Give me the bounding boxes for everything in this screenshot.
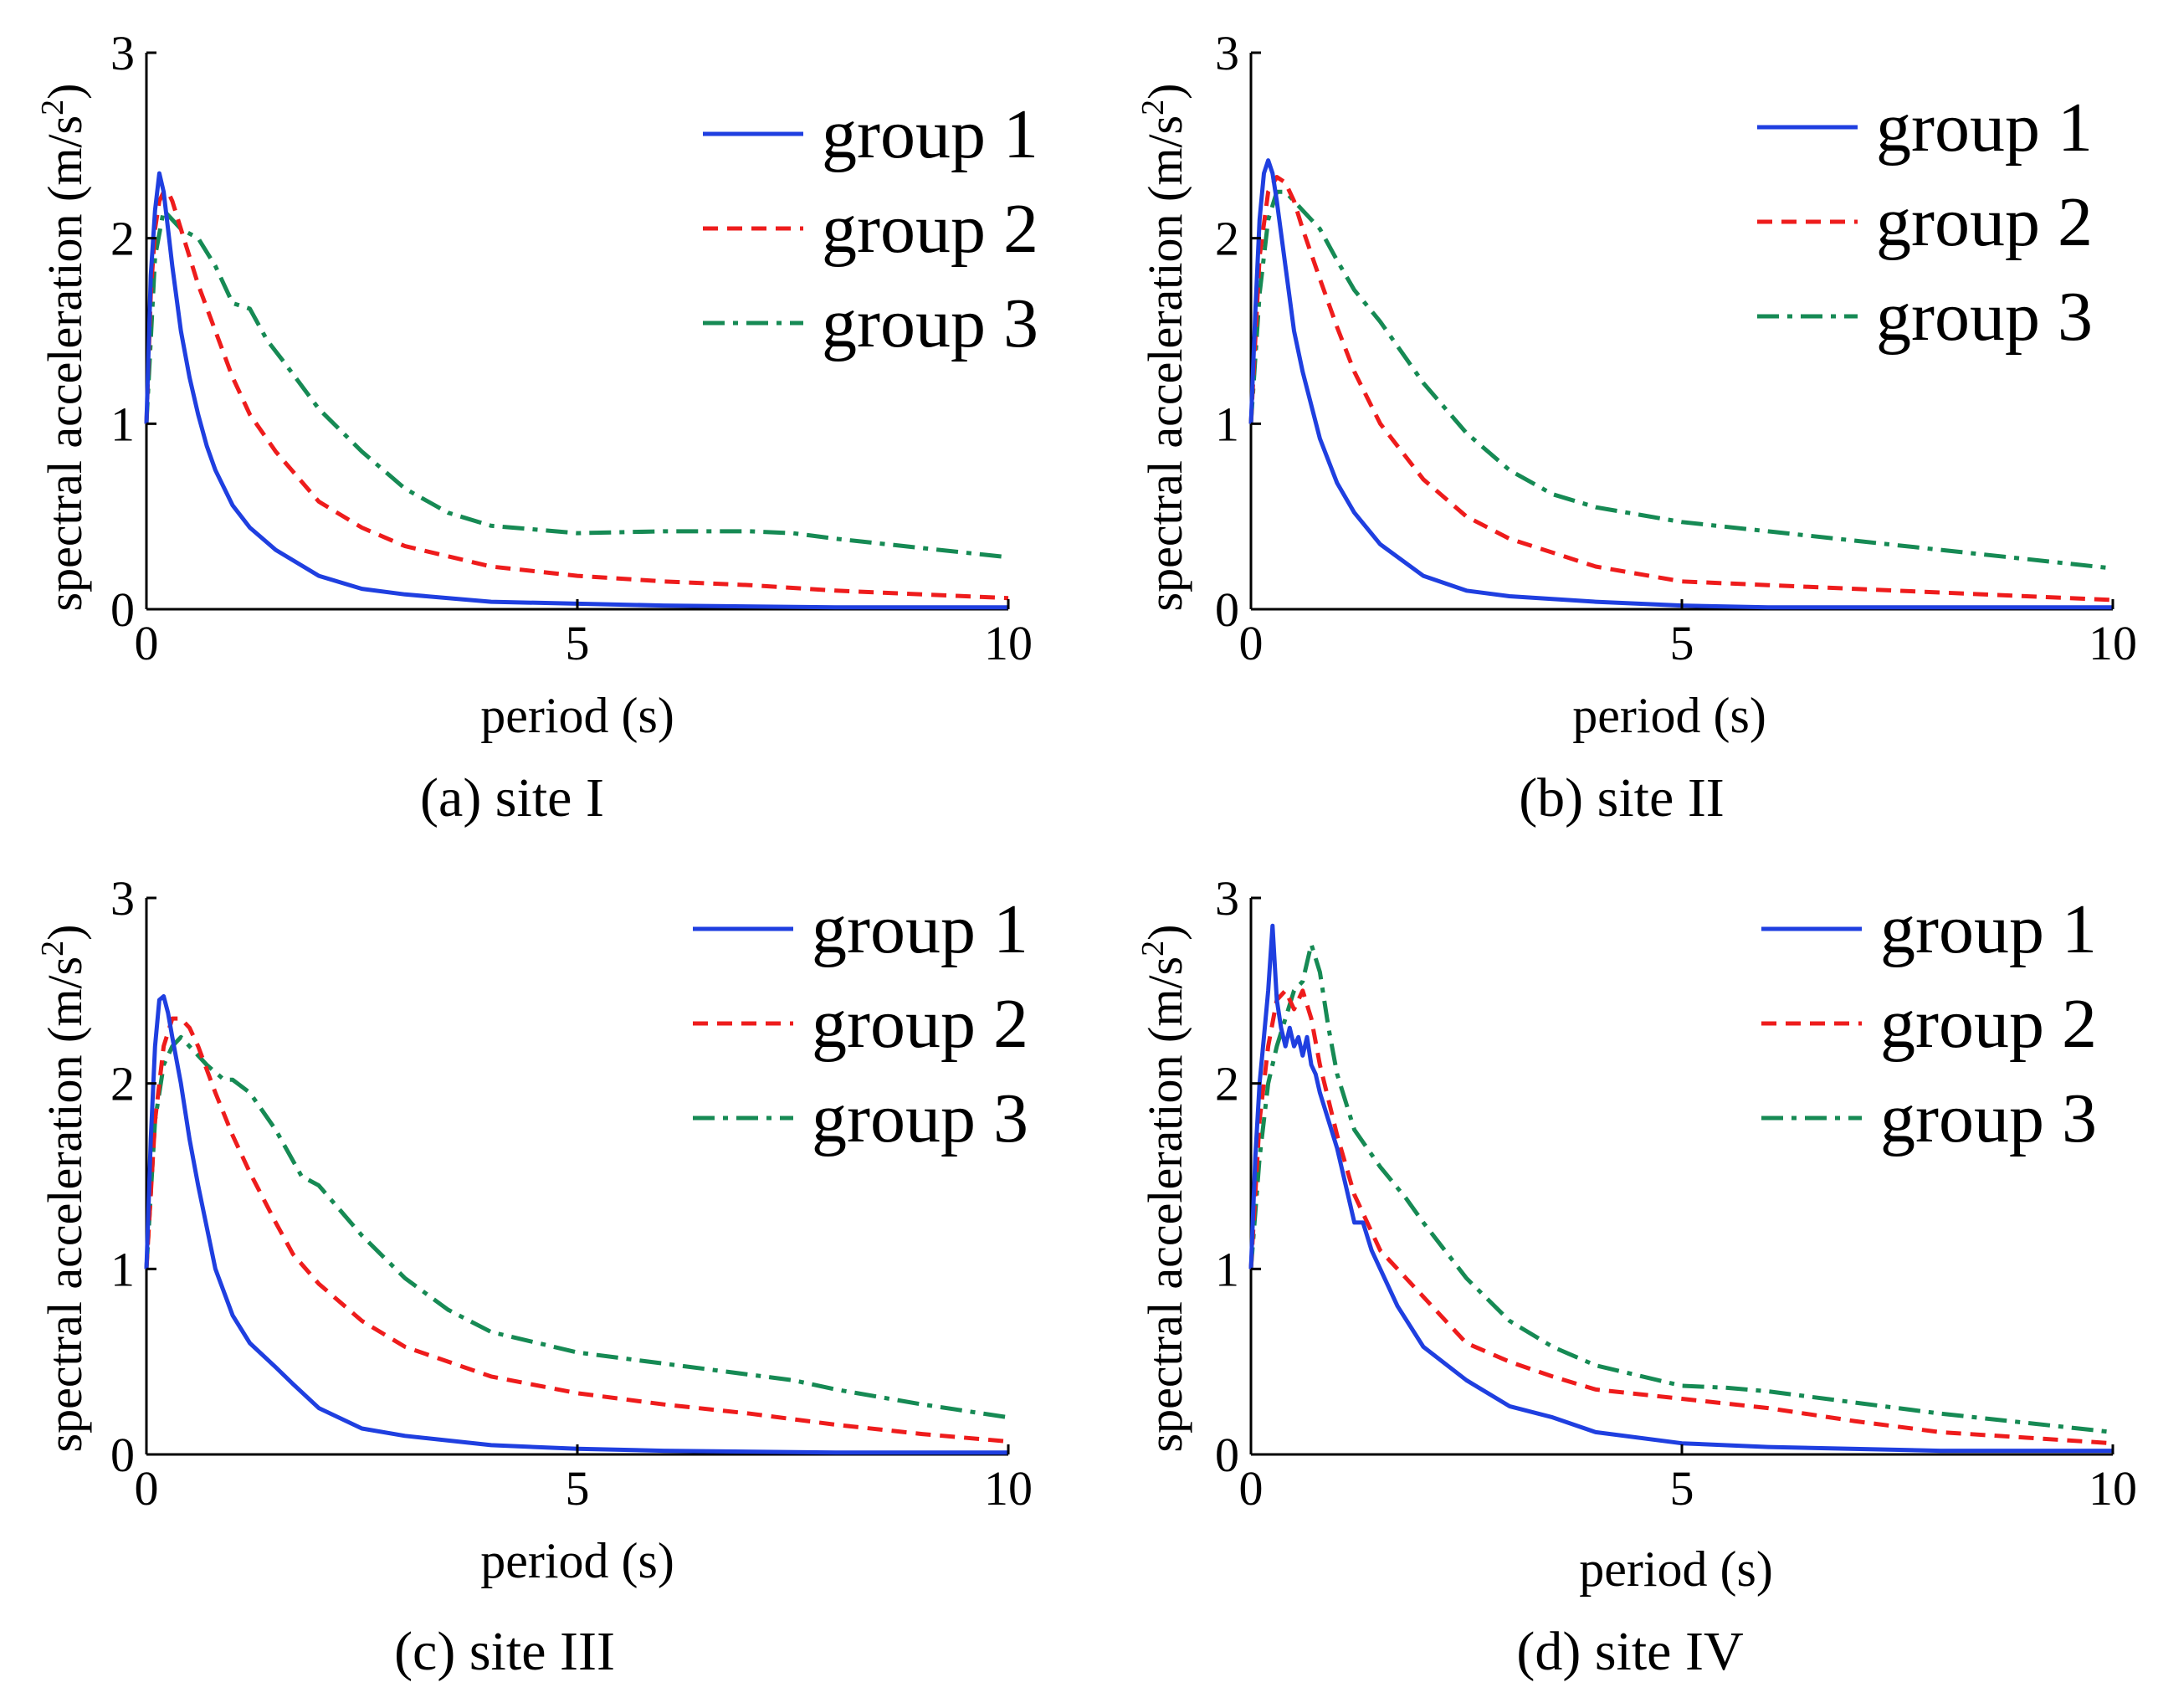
y-axis-label-end: )	[1138, 925, 1192, 941]
legend-label-group-3: group 3	[1876, 278, 2093, 356]
legend: group 1 group 2 group 3	[703, 95, 1038, 362]
legend: group 1 group 2 group 3	[693, 890, 1028, 1157]
x-tick-label: 10	[984, 616, 1033, 670]
x-tick-label: 5	[1670, 616, 1694, 670]
x-tick-label: 5	[566, 1461, 590, 1516]
y-axis-label-end: )	[1138, 84, 1192, 100]
legend-label-group-3: group 3	[812, 1080, 1028, 1157]
series-line-group-1	[1248, 158, 2113, 610]
panel-site-4: period (s) spectral acceleration (m/s2) …	[1135, 871, 2137, 1682]
legend: group 1 group 2 group 3	[1761, 890, 2097, 1157]
series-line-group-2	[1248, 988, 2114, 1446]
legend-label-group-3: group 3	[1880, 1080, 2097, 1157]
series-line-group-1	[144, 994, 1008, 1455]
legend-label-group-2: group 2	[1880, 985, 2097, 1063]
x-tick-label: 10	[2089, 1461, 2137, 1516]
x-tick-label: 0	[135, 1461, 159, 1516]
y-tick-label: 1	[110, 397, 135, 451]
legend-label-group-2: group 2	[812, 985, 1028, 1063]
y-tick-label: 0	[1215, 1428, 1239, 1482]
y-axis-label: spectral acceleration (m/s2)	[1135, 925, 1192, 1453]
legend-label-group-2: group 2	[822, 190, 1038, 268]
x-tick-label: 0	[1239, 616, 1264, 670]
y-axis-label-superscript: 2	[1135, 100, 1171, 115]
x-axis-label: period (s)	[480, 1533, 674, 1588]
y-tick-label: 1	[1215, 1242, 1239, 1296]
x-tick-label: 0	[135, 616, 159, 670]
y-tick-label: 2	[110, 212, 135, 266]
legend-label-group-1: group 1	[1876, 89, 2093, 167]
legend-label-group-1: group 1	[1880, 890, 2097, 968]
y-tick-label: 2	[110, 1057, 135, 1111]
panel-site-2: period (s) spectral acceleration (m/s2) …	[1135, 26, 2137, 828]
y-tick-label: 2	[1215, 1057, 1239, 1111]
x-axis-label: period (s)	[480, 688, 674, 743]
panel-caption: (b) site II	[1519, 767, 1725, 828]
x-tick-label: 10	[2089, 616, 2137, 670]
y-axis-label-superscript: 2	[1135, 941, 1171, 957]
series-line-group-1	[1248, 923, 2113, 1454]
series-line-group-3	[1248, 189, 2114, 571]
x-tick-label: 0	[1239, 1461, 1264, 1516]
y-tick-label: 3	[1215, 871, 1239, 926]
y-tick-label: 3	[110, 871, 135, 926]
x-axis-label: period (s)	[1572, 688, 1766, 743]
y-tick-label: 1	[110, 1242, 135, 1296]
y-axis-label-main: spectral acceleration (m/s	[38, 957, 92, 1453]
series-line-group-1	[144, 171, 1008, 610]
panel-caption: (a) site I	[420, 767, 604, 828]
y-axis-label: spectral acceleration (m/s2)	[35, 84, 92, 612]
legend-label-group-3: group 3	[822, 285, 1038, 362]
x-tick-label: 10	[984, 1461, 1033, 1516]
y-tick-label: 2	[1215, 212, 1239, 266]
y-axis-label-main: spectral acceleration (m/s	[38, 115, 92, 612]
y-tick-label: 3	[110, 26, 135, 80]
panel-site-1: period (s) spectral acceleration (m/s2) …	[35, 26, 1038, 828]
x-tick-label: 5	[1670, 1461, 1694, 1516]
panel-caption: (c) site III	[394, 1621, 615, 1682]
series-line-group-3	[144, 1034, 1009, 1420]
y-axis-label-main: spectral acceleration (m/s	[1138, 957, 1192, 1453]
legend-label-group-1: group 1	[812, 890, 1028, 968]
x-tick-label: 5	[566, 616, 590, 670]
y-tick-label: 3	[1215, 26, 1239, 80]
legend-label-group-1: group 1	[822, 95, 1038, 173]
y-tick-label: 0	[110, 1428, 135, 1482]
y-axis-label: spectral acceleration (m/s2)	[35, 925, 92, 1453]
y-tick-label: 0	[1215, 582, 1239, 637]
y-axis-label-main: spectral acceleration (m/s	[1138, 115, 1192, 612]
y-axis-label-superscript: 2	[35, 100, 70, 115]
x-axis-label: period (s)	[1579, 1541, 1773, 1597]
legend-label-group-2: group 2	[1876, 183, 2093, 261]
y-axis-label: spectral acceleration (m/s2)	[1135, 84, 1192, 612]
series-line-group-2	[144, 1016, 1009, 1444]
y-tick-label: 0	[110, 582, 135, 637]
series-line-group-3	[1248, 941, 2114, 1434]
y-axis-label-end: )	[38, 84, 92, 100]
panel-caption: (d) site IV	[1516, 1621, 1743, 1682]
y-axis-label-end: )	[38, 925, 92, 941]
panel-site-3: period (s) spectral acceleration (m/s2) …	[35, 871, 1033, 1682]
y-tick-label: 1	[1215, 397, 1239, 451]
y-axis-label-superscript: 2	[35, 941, 70, 957]
legend: group 1 group 2 group 3	[1757, 89, 2093, 356]
series-line-group-2	[1248, 175, 2114, 603]
